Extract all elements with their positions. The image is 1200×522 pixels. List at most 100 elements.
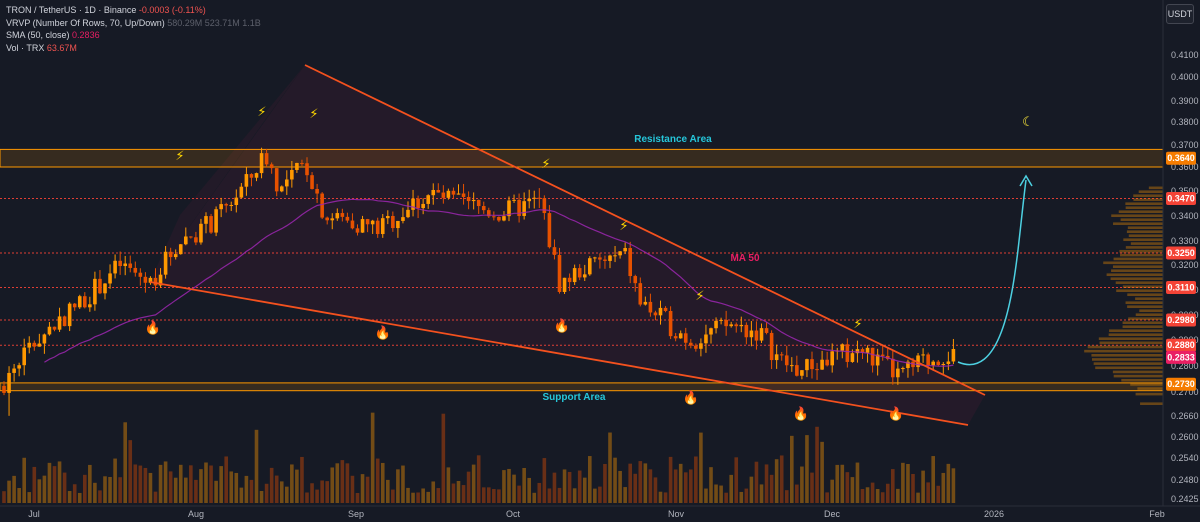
volume-bar (795, 484, 799, 503)
fire-icon: 🔥 (793, 406, 809, 422)
volume-bar (315, 489, 319, 503)
sma-indicator-name[interactable]: SMA (50, close) (6, 30, 70, 40)
candle-body (628, 248, 632, 277)
volume-profile-bar (1121, 378, 1163, 382)
volume-bar (406, 487, 410, 503)
candle-body (204, 216, 208, 224)
legend-volume-row[interactable]: Vol · TRX 63.67M (6, 42, 261, 55)
candle-body (386, 215, 390, 219)
candle-body (330, 218, 335, 221)
candle-body (300, 162, 304, 164)
volume-bar (93, 482, 97, 503)
volume-bar (335, 463, 340, 503)
candle-body (244, 174, 249, 187)
volume-bar (618, 470, 622, 503)
price-tag[interactable] (1166, 313, 1196, 327)
volume-bar (12, 475, 16, 503)
currency-button[interactable]: USDT (1166, 4, 1194, 24)
vrvp-indicator-name[interactable]: VRVP (Number Of Rows, 70, Up/Down) (6, 17, 165, 28)
candle-body (451, 190, 456, 195)
candle-body (431, 189, 436, 196)
volume-bar (128, 440, 133, 503)
legend-sma-row[interactable]: SMA (50, close) 0.2836 (6, 29, 261, 42)
price-tag[interactable] (1166, 338, 1196, 352)
volume-profile-bar (1126, 230, 1163, 233)
volume-bar (224, 456, 228, 503)
support-zone[interactable] (0, 382, 1164, 392)
support-area-label: Support Area (543, 392, 606, 403)
symbol-title[interactable]: TRON / TetherUS · 1D · Binance (6, 5, 137, 15)
lightning-icon: ⚡ (257, 105, 266, 120)
volume-bar (446, 467, 451, 503)
volume-bar (37, 479, 42, 503)
volume-bar (552, 472, 557, 503)
candle-body (643, 301, 648, 305)
fire-icon: 🔥 (375, 325, 391, 341)
price-tag[interactable] (1166, 192, 1196, 205)
volume-bar (27, 492, 32, 503)
candle-body (123, 263, 127, 267)
candle-body (42, 334, 47, 344)
candle-body (749, 330, 754, 338)
price-tag[interactable] (1166, 246, 1196, 260)
volume-bar (98, 490, 102, 503)
candle-body (880, 354, 885, 356)
legend-symbol-row[interactable]: TRON / TetherUS · 1D · Binance -0.0003 (… (6, 4, 261, 17)
volume-bar (239, 487, 244, 503)
sma50-line[interactable] (44, 198, 954, 367)
volume-bar (845, 472, 850, 503)
lightning-icon: ⚡ (541, 157, 550, 172)
candle-body (946, 361, 951, 364)
volume-bar (724, 492, 728, 503)
price-tag[interactable] (1166, 377, 1196, 391)
upper-trendline[interactable] (304, 64, 986, 396)
volume-bar (875, 489, 880, 503)
lightning-icon: ⚡ (695, 289, 704, 304)
candle-body (148, 277, 153, 283)
candle-body (769, 332, 774, 361)
candle-body (441, 192, 446, 198)
volume-bar (461, 485, 466, 503)
volume-profile-bar (1119, 249, 1163, 253)
candle-body (683, 333, 688, 343)
projection-arrow[interactable] (957, 179, 1027, 366)
price-tag[interactable] (1166, 151, 1196, 165)
volume-profile-bar (1135, 392, 1163, 396)
candle-body (577, 268, 582, 278)
price-tag-label: 0.3250 (1167, 248, 1195, 258)
candle-body (825, 359, 829, 366)
price-axis-tick: 0.3900 (1171, 96, 1199, 106)
candle-body (234, 197, 239, 206)
volume-bar (22, 457, 26, 503)
price-tag-label: 0.2833 (1167, 352, 1195, 362)
candle-body (461, 193, 466, 197)
candles[interactable] (2, 147, 956, 416)
legend-vrvp-row[interactable]: VRVP (Number Of Rows, 70, Up/Down) 580.2… (6, 17, 261, 30)
volume-bar (729, 474, 733, 503)
candle-body (901, 368, 905, 370)
candle-body (47, 326, 52, 335)
volume-bar (138, 465, 143, 503)
volume-bar (658, 491, 663, 503)
candle-body (865, 347, 870, 353)
price-tag[interactable] (1166, 350, 1196, 364)
volume-bar (779, 455, 784, 503)
volume-bar (194, 479, 198, 503)
lower-trendline[interactable] (149, 281, 969, 426)
volume-bar (865, 487, 870, 503)
volume-indicator-name[interactable]: Vol · TRX (6, 42, 45, 53)
volume-profile-bar (1106, 273, 1163, 276)
volume-bar (643, 463, 648, 503)
candle-body (98, 278, 102, 294)
price-tag[interactable] (1166, 281, 1196, 294)
candle-body (290, 169, 294, 180)
candle-body (269, 164, 274, 169)
candle-body (133, 267, 138, 273)
candle-body (567, 277, 572, 283)
volume-bar (163, 461, 168, 503)
candle-body (744, 324, 749, 338)
volume-bar (638, 461, 643, 503)
candle-body (790, 365, 794, 367)
